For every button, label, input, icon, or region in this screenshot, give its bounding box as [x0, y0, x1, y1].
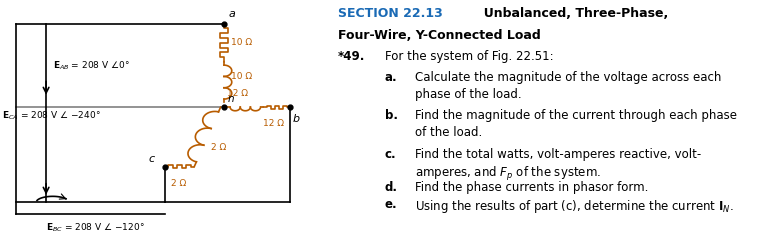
Text: $\mathbf{E}_{CA}$ = 208 V ∠ −240°: $\mathbf{E}_{CA}$ = 208 V ∠ −240°	[2, 109, 101, 122]
Text: b: b	[293, 114, 301, 124]
Text: 10 Ω: 10 Ω	[231, 72, 251, 81]
Text: a: a	[229, 9, 235, 19]
Text: Find the total watts, volt-amperes reactive, volt-
amperes, and $F_p$ of the sys: Find the total watts, volt-amperes react…	[415, 148, 701, 183]
Text: 12 Ω: 12 Ω	[263, 119, 285, 128]
Text: Four-Wire, Y-Connected Load: Four-Wire, Y-Connected Load	[338, 29, 540, 42]
Text: Find the phase currents in phasor form.: Find the phase currents in phasor form.	[415, 181, 648, 194]
Text: SECTION 22.13: SECTION 22.13	[338, 7, 443, 20]
Text: Calculate the magnitude of the voltage across each
phase of the load.: Calculate the magnitude of the voltage a…	[415, 71, 721, 101]
Text: n: n	[227, 94, 234, 104]
Text: *49.: *49.	[338, 50, 365, 63]
Text: b.: b.	[385, 109, 398, 123]
Text: Find the magnitude of the current through each phase
of the load.: Find the magnitude of the current throug…	[415, 109, 737, 139]
Text: 10 Ω: 10 Ω	[231, 38, 251, 47]
Text: For the system of Fig. 22.51:: For the system of Fig. 22.51:	[385, 50, 553, 63]
Text: $\mathbf{E}_{BC}$ = 208 V ∠ −120°: $\mathbf{E}_{BC}$ = 208 V ∠ −120°	[46, 221, 145, 234]
Text: d.: d.	[385, 181, 398, 194]
Text: Using the results of part (c), determine the current $\mathbf{I}_N$.: Using the results of part (c), determine…	[415, 198, 734, 214]
Text: e.: e.	[385, 198, 397, 211]
Text: $\mathbf{E}_{AB}$ = 208 V ∠0°: $\mathbf{E}_{AB}$ = 208 V ∠0°	[53, 59, 129, 72]
Text: 12 Ω: 12 Ω	[227, 89, 248, 98]
Text: Unbalanced, Three-Phase,: Unbalanced, Three-Phase,	[475, 7, 668, 20]
Text: 2 Ω: 2 Ω	[171, 178, 186, 188]
Text: c: c	[148, 154, 154, 164]
Text: c.: c.	[385, 148, 397, 161]
Text: 2 Ω: 2 Ω	[210, 143, 226, 152]
Text: a.: a.	[385, 71, 397, 84]
